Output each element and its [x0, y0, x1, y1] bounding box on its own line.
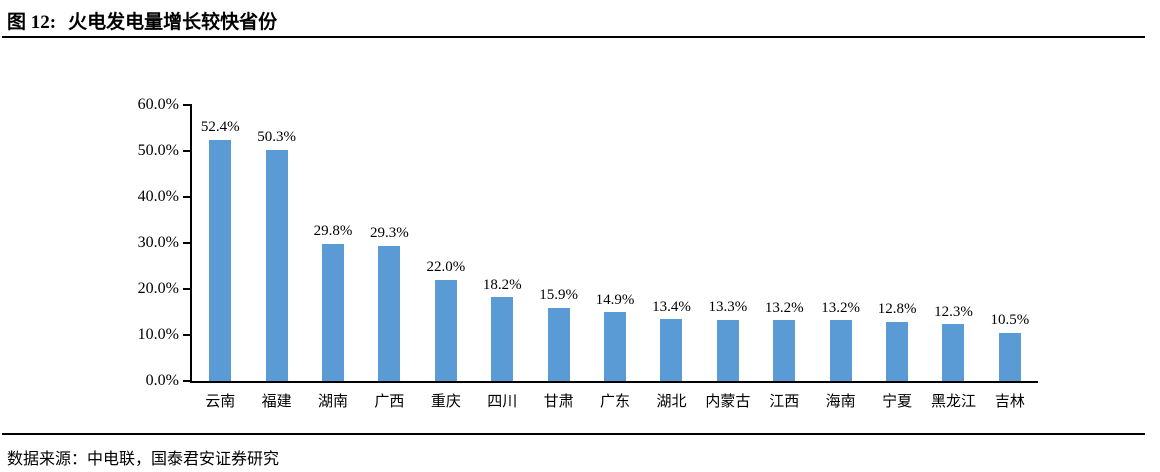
x-tick-label: 湖北	[656, 394, 687, 410]
y-tick-mark	[183, 380, 192, 382]
bar-category: 13.3%	[700, 105, 756, 381]
bar-category: 13.2%	[812, 105, 868, 381]
x-tick-label: 宁夏	[882, 394, 913, 410]
x-tick-label: 重庆	[430, 394, 461, 410]
bar-value-label: 50.3%	[257, 128, 296, 145]
bar-category: 13.2%	[756, 105, 812, 381]
y-tick-label: 0.0%	[145, 372, 179, 389]
bar	[716, 319, 739, 381]
y-tick-mark	[183, 287, 192, 290]
x-tick-label: 黑龙江	[930, 394, 976, 410]
bar-chart: 52.4% 50.3% 29.8% 29.3% 22.0% 18.2% 15.9% 14.9%…	[138, 96, 1038, 410]
bar-category: 13.4%	[643, 105, 699, 381]
y-tick-mark	[183, 195, 192, 198]
bar-category: 52.4%	[192, 105, 248, 381]
bar	[998, 332, 1021, 381]
y-tick-label: 40.0%	[137, 188, 179, 205]
x-tick-label: 广西	[374, 394, 405, 410]
data-source-text: 中电联，国泰君安证券研究	[87, 451, 280, 468]
x-tick-label: 吉林	[994, 394, 1025, 410]
x-tick-label: 江西	[769, 394, 800, 410]
bar-category: 15.9%	[530, 105, 586, 381]
bar	[660, 319, 683, 381]
bar-category: 10.5%	[982, 105, 1038, 381]
figure-number: 图 12:	[7, 12, 57, 33]
y-tick-mark	[183, 334, 192, 336]
bar-value-label: 29.3%	[370, 225, 409, 242]
y-tick-label: 50.0%	[137, 142, 179, 159]
bar-value-label: 13.2%	[821, 299, 861, 316]
bar-category: 22.0%	[418, 105, 474, 381]
bar-value-label: 13.3%	[708, 299, 748, 316]
bar	[434, 279, 457, 381]
bar-category: 29.8%	[305, 105, 361, 381]
bar-category: 12.3%	[925, 105, 981, 381]
bar	[886, 322, 909, 381]
figure-title-text: 火电发电量增长较快省份	[68, 12, 278, 33]
bar-value-label: 29.8%	[313, 223, 353, 240]
bar-value-label: 12.3%	[934, 303, 973, 320]
bar	[604, 312, 627, 381]
x-tick-label: 内蒙古	[705, 394, 751, 410]
bar-value-label: 52.4%	[200, 119, 240, 136]
bar-value-label: 13.2%	[764, 299, 804, 316]
bar-category: 14.9%	[587, 105, 643, 381]
bar	[547, 307, 570, 381]
bar-value-label: 13.4%	[652, 298, 691, 315]
bar-category: 29.3%	[361, 105, 417, 381]
bar	[209, 139, 232, 381]
y-tick-mark	[183, 104, 192, 106]
bar	[322, 243, 345, 381]
x-tick-label: 云南	[205, 394, 236, 410]
bar-category: 18.2%	[474, 105, 530, 381]
bar	[829, 320, 852, 381]
bar-group: 52.4% 50.3% 29.8% 29.3% 22.0% 18.2% 15.9% 14.9%…	[192, 105, 1038, 381]
bar	[378, 246, 401, 381]
x-tick-label: 广东	[600, 394, 631, 410]
y-tick-mark	[183, 149, 192, 152]
x-tick-label: 四川	[487, 394, 518, 410]
bar-value-label: 12.8%	[877, 301, 917, 318]
bar	[773, 320, 796, 381]
data-source: 数据来源：中电联，国泰君安证券研究	[7, 445, 279, 469]
figure-title: 图 12: 火电发电量增长较快省份	[7, 7, 277, 34]
y-tick-label: 30.0%	[137, 234, 179, 251]
bar	[265, 149, 288, 381]
x-tick-label: 湖南	[318, 394, 349, 410]
bar-value-label: 22.0%	[426, 259, 466, 276]
x-tick-label: 海南	[825, 394, 856, 410]
x-axis-labels: 云南 福建 湖南 广西 重庆 四川 甘肃 广东 湖北 内蒙古 江西 海南 宁夏 黑龙江 吉林	[192, 390, 1038, 411]
bar-category: 50.3%	[248, 105, 304, 381]
x-tick-label: 甘肃	[543, 394, 574, 410]
bar	[942, 324, 965, 381]
bar-category: 12.8%	[869, 105, 925, 381]
y-tick-mark	[183, 242, 192, 244]
bar-value-label: 15.9%	[539, 287, 579, 304]
bottom-divider	[2, 433, 1145, 435]
y-tick-label: 60.0%	[137, 96, 179, 113]
bar-value-label: 10.5%	[990, 311, 1030, 328]
bar-value-label: 14.9%	[595, 291, 635, 308]
data-source-label: 数据来源：	[7, 451, 88, 468]
top-divider	[2, 36, 1145, 38]
y-tick-label: 10.0%	[137, 326, 179, 343]
x-tick-label: 福建	[261, 394, 292, 410]
y-tick-label: 20.0%	[137, 280, 179, 297]
bar-value-label: 18.2%	[482, 276, 522, 293]
bar	[491, 297, 514, 381]
